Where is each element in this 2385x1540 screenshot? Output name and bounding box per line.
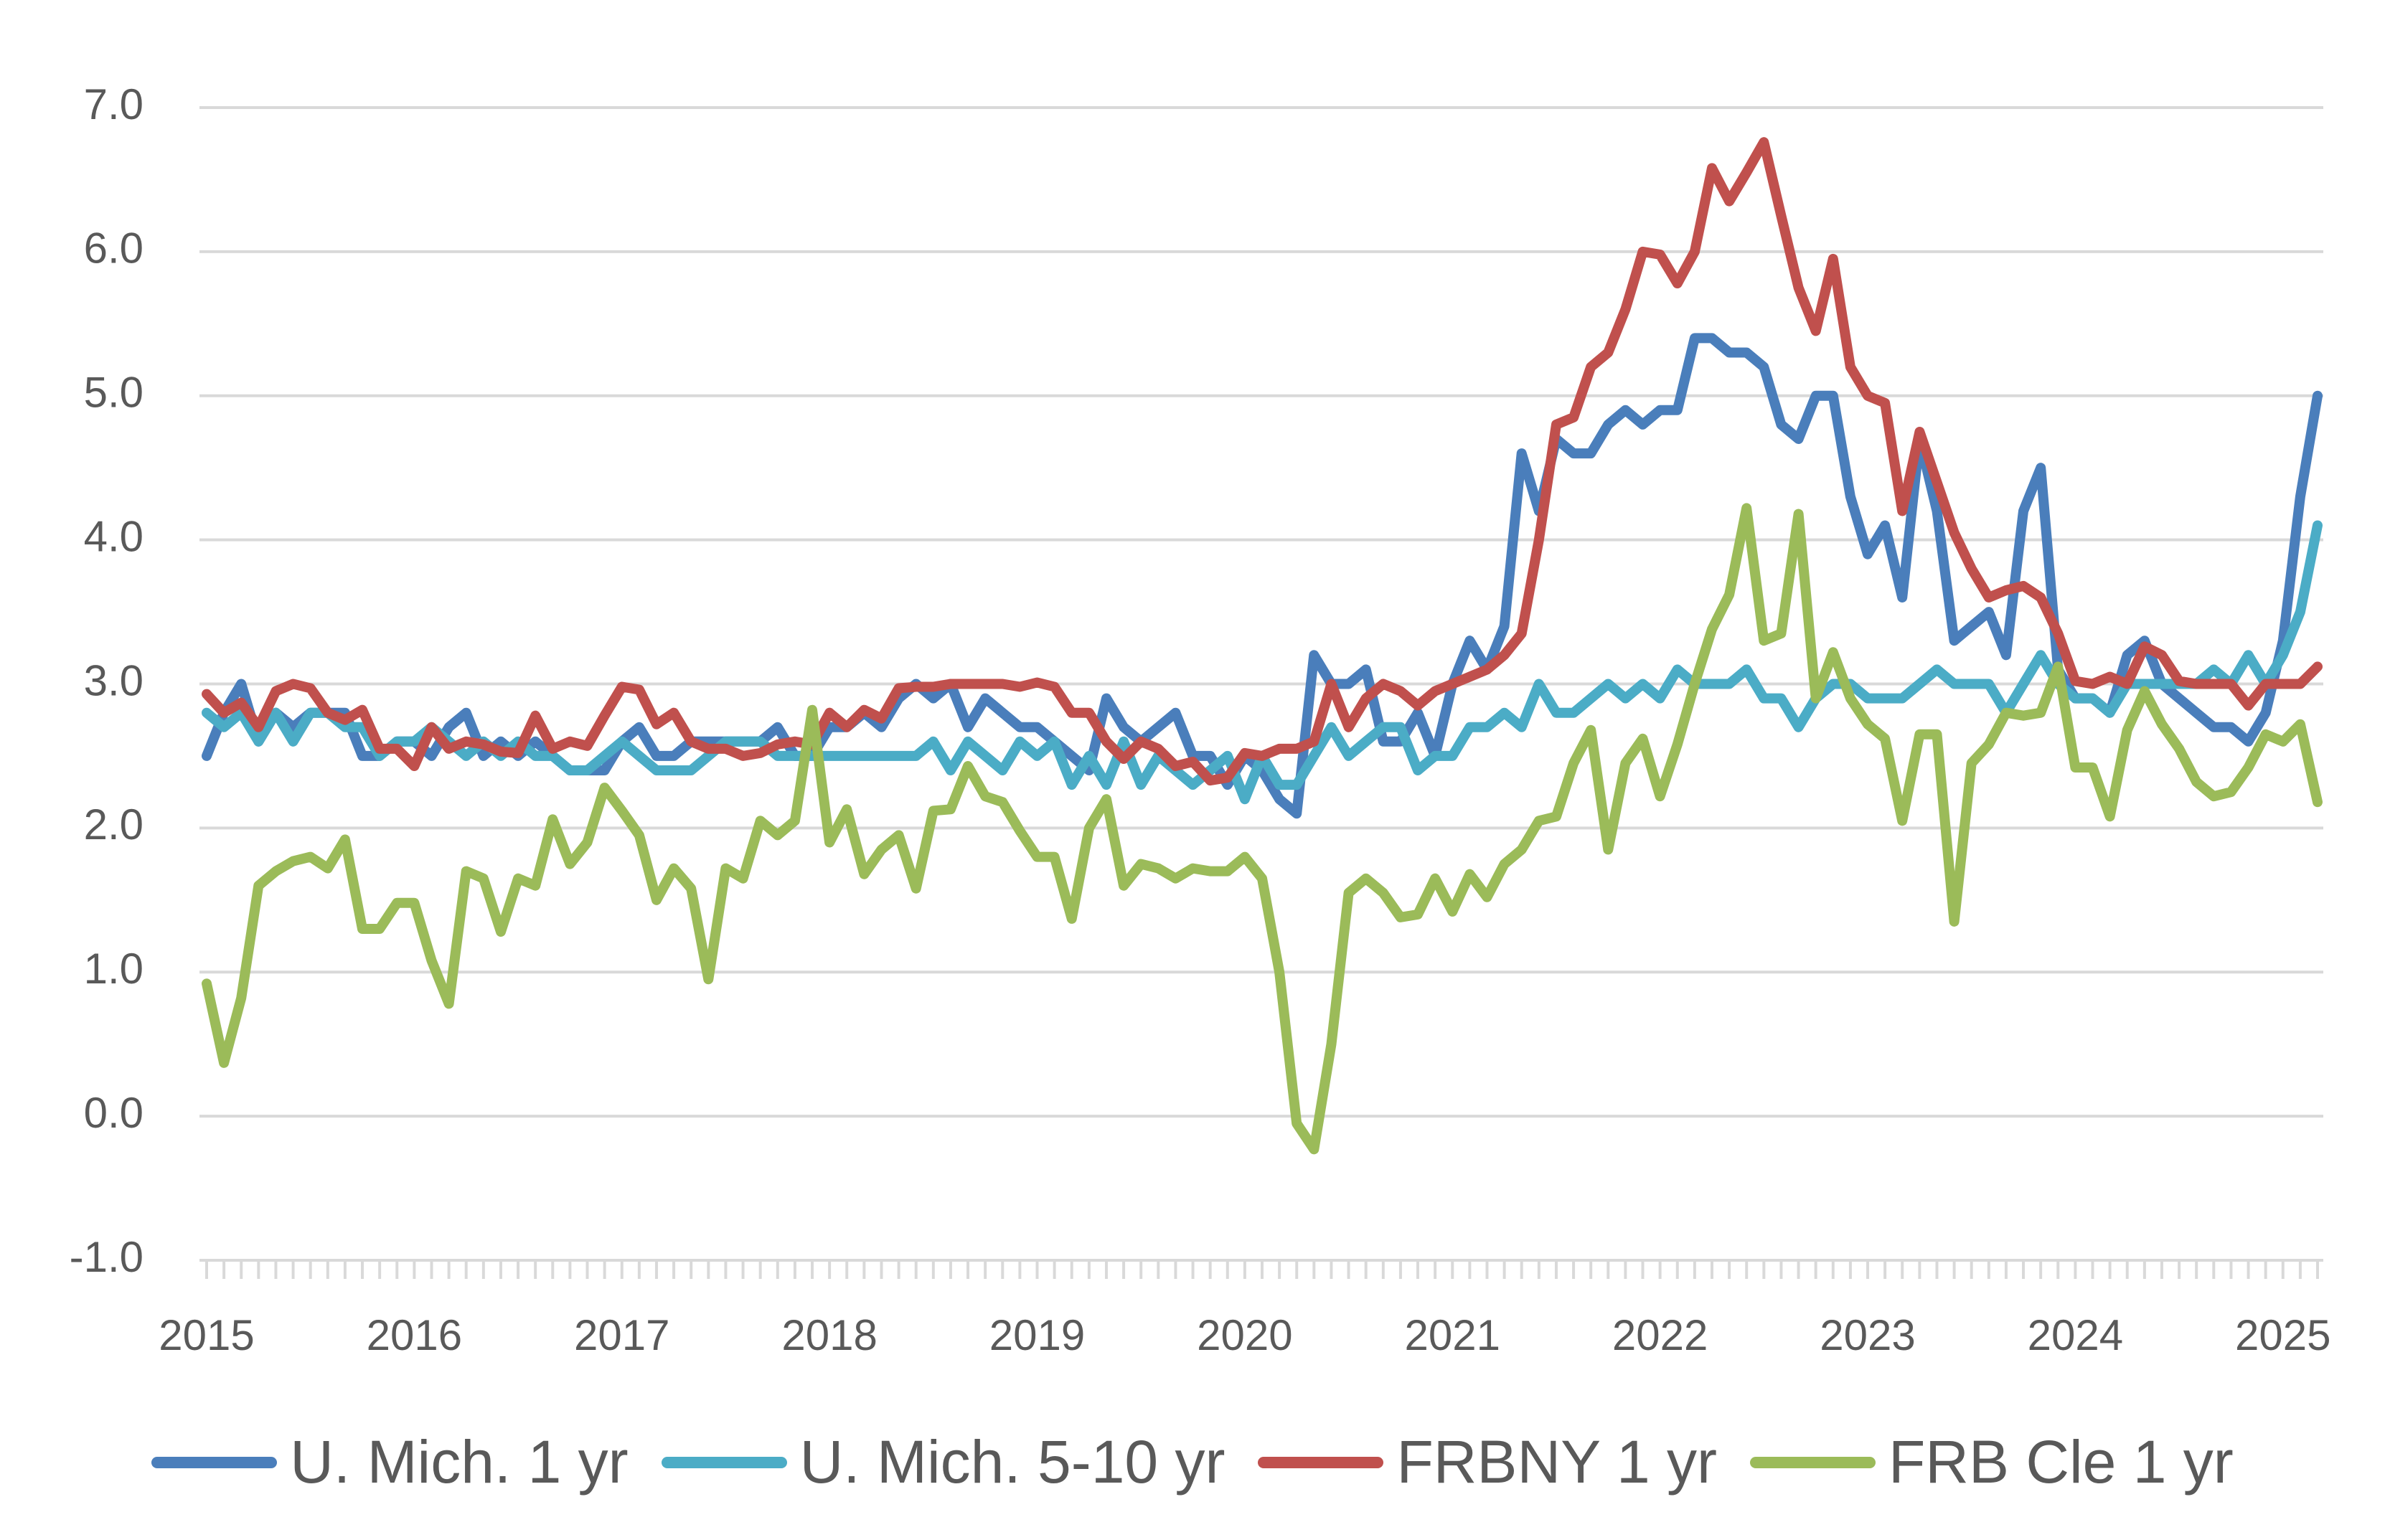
- legend-item-umich-5-10yr: U. Mich. 5-10 yr: [661, 1427, 1226, 1497]
- legend-label-frbny-1yr: FRBNY 1 yr: [1396, 1428, 1717, 1496]
- y-tick-labels: 7.0 6.0 5.0 4.0 3.0 2.0 1.0 0.0 -1.0: [70, 80, 144, 1281]
- y-tick-label: 3.0: [84, 656, 144, 704]
- legend-item-umich-1yr: U. Mich. 1 yr: [151, 1427, 629, 1497]
- legend-label-umich-5-10yr: U. Mich. 5-10 yr: [799, 1428, 1226, 1496]
- legend-swatch-umich-5-10yr: [661, 1456, 787, 1468]
- legend-item-frbcle-1yr: FRB Cle 1 yr: [1750, 1427, 2234, 1497]
- y-tick-label: 4.0: [84, 512, 144, 560]
- y-tick-label: 0.0: [84, 1089, 144, 1137]
- x-tick-label: 2022: [1612, 1311, 1708, 1359]
- x-tick-label: 2025: [2235, 1311, 2330, 1359]
- y-tick-label: 1.0: [84, 945, 144, 993]
- legend-swatch-frbcle-1yr: [1750, 1456, 1876, 1468]
- series-line-2: [202, 137, 2323, 786]
- legend-label-umich-1yr: U. Mich. 1 yr: [290, 1428, 629, 1496]
- y-tick-label: -1.0: [70, 1233, 144, 1281]
- y-tick-label: 2.0: [84, 800, 144, 849]
- legend-item-frbny-1yr: FRBNY 1 yr: [1258, 1427, 1717, 1497]
- gridlines: [199, 106, 2323, 1118]
- legend: U. Mich. 1 yr U. Mich. 5-10 yr FRBNY 1 y…: [0, 1427, 2385, 1497]
- series-lines: [202, 137, 2323, 1155]
- legend-swatch-frbny-1yr: [1258, 1456, 1384, 1468]
- y-tick-label: 5.0: [84, 369, 144, 417]
- x-tick-label: 2017: [574, 1311, 669, 1359]
- x-tick-label: 2015: [159, 1311, 254, 1359]
- x-tick-label: 2024: [2028, 1311, 2123, 1359]
- x-tick-label: 2023: [1820, 1311, 1915, 1359]
- y-tick-label: 6.0: [84, 225, 144, 273]
- x-axis: [199, 1259, 2323, 1279]
- series-line-3: [202, 503, 2323, 1155]
- legend-label-frbcle-1yr: FRB Cle 1 yr: [1888, 1428, 2234, 1496]
- legend-swatch-umich-1yr: [151, 1456, 278, 1468]
- x-tick-label: 2021: [1405, 1311, 1500, 1359]
- x-tick-label: 2018: [781, 1311, 877, 1359]
- x-tick-label: 2019: [989, 1311, 1085, 1359]
- x-tick-labels: 2015 2016 2017 2018 2019 2020 2021 2022 2023 2024…: [159, 1311, 2330, 1359]
- x-tick-label: 2020: [1197, 1311, 1292, 1359]
- y-tick-label: 7.0: [84, 80, 144, 128]
- x-tick-label: 2016: [367, 1311, 462, 1359]
